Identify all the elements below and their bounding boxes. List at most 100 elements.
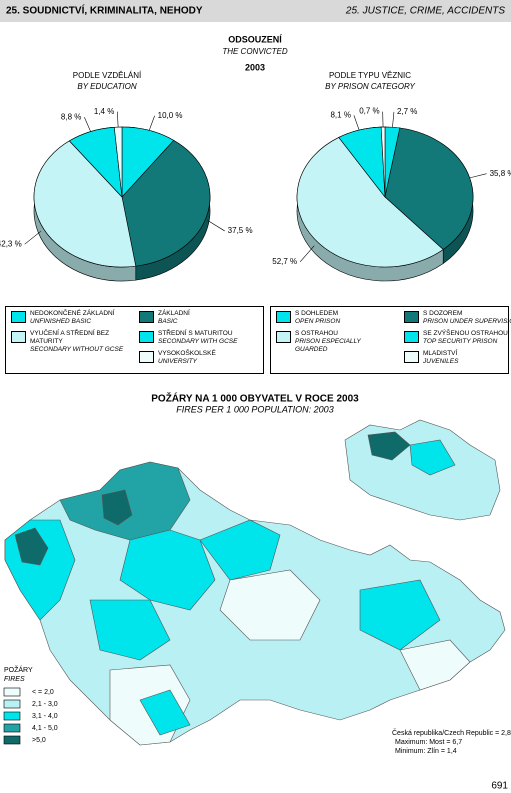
leader-line (392, 111, 395, 128)
legend-swatch (276, 331, 291, 343)
legend-item: NEDOKONČENÉ ZÁKLADNÍ UNFINISHED BASIC (11, 310, 129, 326)
leader-line (207, 220, 225, 232)
region (89, 599, 171, 661)
map-note: Česká republika/Czech Republic = 2,8 (392, 728, 511, 737)
legend-swatch (276, 311, 291, 323)
map-legend-label: 4,1 - 5,0 (32, 725, 58, 732)
pie-slice (296, 137, 444, 268)
map-legend-label: 2,1 - 3,0 (32, 701, 58, 708)
pie-value-label: 8,8 % (61, 112, 81, 121)
map-legend-swatch (3, 699, 21, 709)
pie-slice (121, 139, 211, 267)
region (409, 439, 456, 476)
legend-item: ZÁKLADNÍ BASIC (139, 310, 257, 326)
region (359, 579, 441, 651)
legend-label-en: BASIC (158, 318, 178, 325)
leader-line (117, 111, 119, 128)
legend-label: ZÁKLADNÍ (158, 310, 190, 317)
pie-value-label: 8,1 % (330, 110, 350, 119)
legend-box (270, 306, 509, 374)
map-legend-label: >5,0 (32, 737, 46, 744)
map-legend-swatch (3, 711, 21, 721)
pie-subtitle: BY PRISON CATEGORY (325, 82, 415, 91)
legend-label-en: TOP SECURITY PRISON (423, 338, 498, 345)
map-legend-title: POŽÁRY (4, 665, 33, 674)
legend-text: VYSOKOŠKOLSKÉ UNIVERSITY (158, 350, 257, 366)
region (219, 569, 321, 641)
pie-title: PODLE VZDĚLÁNÍ (73, 71, 142, 80)
section-year: 2003 (245, 62, 265, 72)
legend-item: SE ZVÝŠENOU OSTRAHOU TOP SECURITY PRISON (404, 330, 511, 346)
pie-value-label: 2,7 % (397, 107, 417, 116)
legend-label-en: UNIVERSITY (158, 358, 198, 365)
page-number: 691 (491, 781, 508, 792)
legend-box (5, 306, 264, 374)
pie-value-label: 42,3 % (0, 239, 22, 248)
legend-label-en: OPEN PRISON (295, 318, 341, 325)
pie-slice (33, 140, 137, 268)
legend-item: S DOZOREM PRISON UNDER SUPERVISION (404, 310, 511, 326)
section-title: ODSOUZENÍ (228, 34, 282, 44)
region (199, 519, 281, 581)
leader-line (299, 245, 315, 263)
map-legend-swatch (3, 723, 21, 733)
region (139, 689, 191, 736)
legend-text: SE ZVÝŠENOU OSTRAHOU TOP SECURITY PRISON (423, 330, 511, 346)
legend-item: STŘEDNÍ S MATURITOU SECONDARY WITH GCSE (139, 330, 257, 346)
legend-text: VYUČENÍ A STŘEDNÍ BEZ MATURITY SECONDARY … (30, 330, 129, 354)
legend-label: MLADISTVÍ (423, 350, 458, 357)
region (14, 527, 49, 566)
legend-text: NEDOKONČENÉ ZÁKLADNÍ UNFINISHED BASIC (30, 310, 129, 326)
pie-value-label: 1,4 % (94, 107, 114, 116)
pie-slice (113, 126, 123, 198)
legend-swatch (139, 331, 154, 343)
leader-line (469, 173, 487, 179)
legend-label: VYSOKOŠKOLSKÉ (158, 350, 216, 357)
map-title: POŽÁRY NA 1 000 OBYVATEL V ROCE 2003 (151, 392, 359, 405)
legend-label-en: SECONDARY WITH GCSE (158, 338, 238, 345)
map (4, 419, 506, 746)
region (119, 529, 216, 611)
map-legend-label: 3,1 - 4,0 (32, 713, 58, 720)
legend-text: MLADISTVÍ JUVENILES (423, 350, 511, 366)
legend-label: S OSTRAHOU (295, 330, 338, 337)
header-left: 25. SOUDNICTVÍ, KRIMINALITA, NEHODY (6, 4, 203, 17)
legend-item: VYUČENÍ A STŘEDNÍ BEZ MATURITY SECONDARY … (11, 330, 129, 354)
legend-swatch (139, 351, 154, 363)
pie-value-label: 35,8 % (490, 169, 511, 178)
legend-text: ZÁKLADNÍ BASIC (158, 310, 257, 326)
pie-value-label: 10,0 % (158, 111, 183, 120)
legend-item: MLADISTVÍ JUVENILES (404, 350, 511, 366)
legend-item: VYSOKOŠKOLSKÉ UNIVERSITY (139, 350, 257, 366)
legend-text: S DOHLEDEM OPEN PRISON (295, 310, 394, 326)
legend-label: S DOHLEDEM (295, 310, 338, 317)
legend-label: SE ZVÝŠENOU OSTRAHOU (423, 330, 508, 337)
map-legend-label: < = 2,0 (32, 689, 54, 696)
map-legend-swatch (3, 735, 21, 745)
legend-label-en: UNFINISHED BASIC (30, 318, 92, 325)
legend-item: S DOHLEDEM OPEN PRISON (276, 310, 394, 326)
map-note: Minimum: Zlín = 1,4 (395, 748, 457, 755)
header-bar (0, 0, 511, 22)
region (101, 489, 133, 526)
legend-item: S OSTRAHOU PRISON ESPECIALLY GUARDED (276, 330, 394, 354)
legend-label-en: SECONDARY WITHOUT GCSE (30, 346, 124, 353)
legend-label: S DOZOREM (423, 310, 463, 317)
region (399, 639, 471, 691)
map-legend-swatch (3, 687, 21, 697)
legend-swatch (404, 311, 419, 323)
legend-swatch (11, 331, 26, 343)
legend-label: NEDOKONČENÉ ZÁKLADNÍ (30, 310, 115, 317)
legend-swatch (11, 311, 26, 323)
leader-line (148, 115, 155, 131)
pie-top (296, 126, 474, 268)
legend-text: S OSTRAHOU PRISON ESPECIALLY GUARDED (295, 330, 394, 354)
legend-label: STŘEDNÍ S MATURITOU (158, 330, 233, 337)
header-right: 25. JUSTICE, CRIME, ACCIDENTS (345, 6, 505, 17)
map-note: Maximum: Most = 6,7 (395, 739, 462, 746)
pie-value-label: 52,7 % (272, 257, 297, 266)
pie-slice (384, 127, 474, 250)
legend-label-en: JUVENILES (423, 358, 459, 365)
